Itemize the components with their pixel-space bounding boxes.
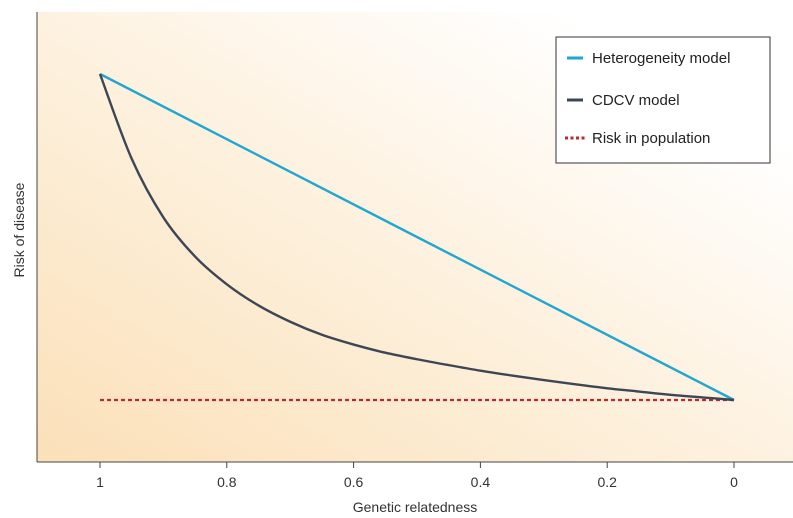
legend: Heterogeneity model CDCV model Risk in p… xyxy=(555,36,771,164)
x-ticks: 1 0.8 0.6 0.4 0.2 0 xyxy=(96,462,738,490)
series-line-heterogeneity-model xyxy=(99,72,735,402)
legend-label-population: Risk in population xyxy=(592,130,710,147)
legend-box xyxy=(555,36,771,164)
x-tick-label: 0 xyxy=(730,474,738,490)
x-tick-label: 1 xyxy=(96,474,104,490)
x-tick-label: 0.4 xyxy=(471,474,491,490)
series-layer xyxy=(98,72,735,402)
legend-label-cdcv: CDCV model xyxy=(592,92,680,109)
x-tick-label: 0.8 xyxy=(217,474,237,490)
x-tick-label: 0.6 xyxy=(344,474,364,490)
x-axis-title: Genetic relatedness xyxy=(353,499,478,515)
x-tick-label: 0.2 xyxy=(597,474,617,490)
series-line-cdcv-model xyxy=(98,73,735,402)
legend-label-heterogeneity: Heterogeneity model xyxy=(592,50,730,67)
y-axis-title: Risk of disease xyxy=(11,182,27,277)
